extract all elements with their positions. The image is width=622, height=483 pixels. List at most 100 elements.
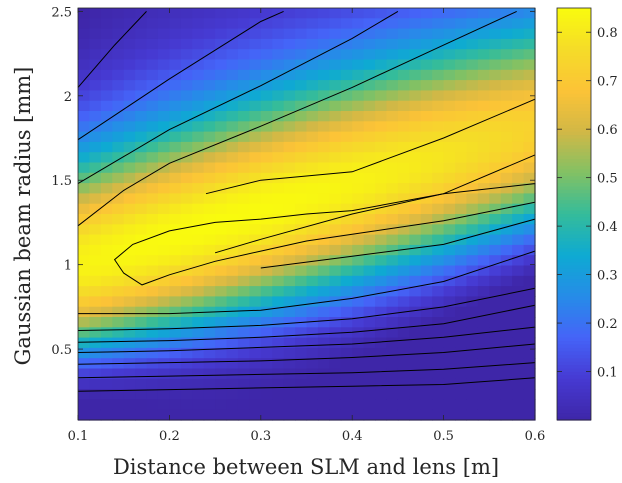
heatmap-cell (237, 59, 250, 71)
heatmap-cell (489, 296, 502, 308)
heatmap-cell (89, 172, 102, 184)
heatmap-cell (329, 296, 342, 308)
heatmap-cell (340, 389, 353, 400)
heatmap-cell (352, 193, 365, 205)
heatmap-cell (397, 317, 410, 328)
heatmap-cell (283, 327, 296, 339)
heatmap-cell (192, 18, 205, 30)
colorbar-segment (557, 220, 591, 225)
heatmap-cell (317, 28, 330, 40)
heatmap-cell (466, 378, 479, 390)
heatmap-cell (352, 69, 365, 81)
heatmap-cell (237, 224, 250, 236)
heatmap-cell (180, 49, 193, 61)
colorbar-segment (557, 234, 591, 239)
heatmap-cell (123, 121, 136, 133)
heatmap-cell (466, 90, 479, 102)
heatmap-cell (409, 100, 422, 112)
heatmap-cell (523, 378, 536, 390)
heatmap-cell (249, 131, 262, 143)
heatmap-cell (432, 368, 445, 380)
heatmap-cell (466, 203, 479, 215)
heatmap-cell (363, 286, 376, 297)
colorbar-segment (557, 107, 591, 112)
heatmap-cell (352, 265, 365, 277)
heatmap-cell (237, 162, 250, 174)
heatmap-cell (455, 8, 468, 19)
heatmap-cell (295, 337, 308, 349)
heatmap-cell (317, 265, 330, 277)
heatmap-cell (409, 183, 422, 194)
heatmap-cell (523, 214, 536, 225)
heatmap-cell (386, 80, 399, 91)
heatmap-cell (397, 100, 410, 112)
heatmap-cell (100, 255, 113, 267)
colorbar-segment (557, 32, 591, 37)
heatmap-cell (512, 59, 525, 71)
heatmap-cell (477, 162, 490, 174)
heatmap-cell (306, 162, 319, 174)
colorbar-segment (557, 69, 591, 74)
colorbar-segment (557, 375, 591, 380)
heatmap-cell (157, 409, 171, 421)
heatmap-cell (317, 183, 330, 194)
heatmap-cell (112, 193, 125, 205)
heatmap-cell (295, 131, 308, 143)
heatmap-cell (100, 368, 113, 380)
heatmap-cell (477, 244, 490, 256)
heatmap-cell (283, 296, 296, 308)
heatmap-cell (455, 337, 468, 349)
heatmap-cell (317, 69, 330, 81)
heatmap-cell (386, 296, 399, 308)
heatmap-cell (477, 214, 490, 225)
heatmap-cell (215, 389, 228, 400)
heatmap-cell (146, 296, 159, 308)
heatmap-cell (89, 327, 102, 339)
heatmap-cell (306, 131, 319, 143)
heatmap-cell (352, 296, 365, 308)
heatmap-cell (123, 244, 136, 256)
heatmap-cell (272, 59, 285, 71)
heatmap-cell (78, 100, 91, 112)
heatmap-cell (477, 368, 490, 380)
heatmap-cell (203, 234, 216, 246)
heatmap-cell (192, 8, 205, 19)
heatmap-cell (112, 306, 125, 318)
heatmap-cell (192, 389, 205, 400)
heatmap-cell (237, 49, 250, 61)
colorbar-segment (557, 224, 591, 229)
heatmap-cell (283, 409, 296, 421)
heatmap-cell (386, 152, 399, 164)
heatmap-cell (157, 358, 171, 370)
heatmap-cell (363, 152, 376, 164)
heatmap-cell (78, 358, 91, 370)
heatmap-cell (203, 409, 216, 421)
heatmap-cell (237, 69, 250, 81)
heatmap-cell (249, 337, 262, 349)
heatmap-cell (123, 100, 136, 112)
heatmap-cell (432, 111, 445, 122)
heatmap-cell (157, 28, 171, 40)
heatmap-cell (146, 327, 159, 339)
heatmap-cell (135, 111, 148, 122)
heatmap-cell (203, 111, 216, 122)
heatmap-cell (329, 214, 342, 225)
heatmap-cell (409, 296, 422, 308)
heatmap-cell (100, 80, 113, 91)
heatmap-cell (363, 255, 376, 267)
heatmap-cell (283, 80, 296, 91)
heatmap-cell (215, 141, 228, 153)
colorbar-segment (557, 8, 591, 13)
heatmap-cell (375, 121, 388, 133)
heatmap-cell (409, 28, 422, 40)
heatmap-cell (397, 121, 410, 133)
heatmap-cell (375, 368, 388, 380)
heatmap-cell (226, 141, 239, 153)
heatmap-cell (237, 244, 250, 256)
heatmap-cell (78, 317, 91, 328)
heatmap-cell (500, 193, 513, 205)
colorbar-segment (557, 97, 591, 102)
heatmap-cell (386, 214, 399, 225)
colorbar-segment (557, 131, 591, 136)
heatmap-cell (500, 234, 513, 246)
